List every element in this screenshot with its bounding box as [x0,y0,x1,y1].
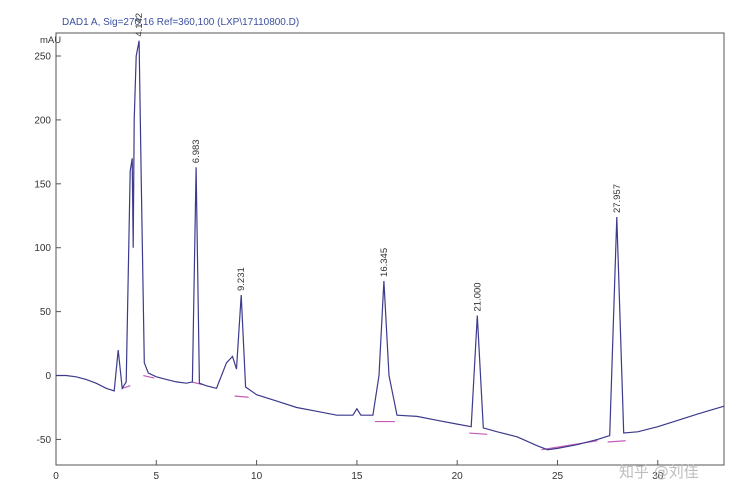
peak-label: 4.142 [134,13,145,37]
y-tick-label: -50 [37,435,52,446]
x-axis-ticks: 0 5 10 15 20 25 30 [53,460,664,482]
baseline-segment [122,385,131,389]
y-tick-label: 100 [34,243,51,254]
y-tick-label: 50 [40,307,52,318]
peak-label: 21.000 [472,282,483,311]
signal-trace [56,40,725,451]
baseline-segment [607,440,626,443]
peak-label: 6.983 [191,139,202,163]
baseline-segment [234,395,249,398]
x-tick-label: 20 [452,471,464,482]
baseline-segment [143,374,155,379]
integration-baselines [122,374,626,451]
watermark-text: 知乎 @刘佳 [619,463,699,481]
x-tick-label: 0 [53,471,59,482]
peak-label: 16.345 [379,248,390,277]
peak-labels: 4.142 6.983 9.231 16.345 21.000 27.957 [134,13,623,312]
y-tick-label: 150 [34,179,51,190]
y-axis-unit-label: mAU [40,35,61,46]
y-axis-ticks: -50 0 50 100 150 200 250 [34,52,61,446]
peak-label: 9.231 [236,267,247,291]
x-tick-label: 15 [351,471,363,482]
x-tick-label: 5 [154,471,160,482]
y-tick-label: 200 [34,115,51,126]
y-tick-label: 250 [34,52,51,63]
x-tick-label: 25 [552,471,564,482]
chart-title: DAD1 A, Sig=270,16 Ref=360,100 (LXP\1711… [62,17,299,28]
baseline-segment [469,432,488,435]
plot-frame [55,32,725,466]
x-tick-label: 30 [652,471,664,482]
peak-label: 27.957 [612,184,623,213]
x-tick-label: 10 [251,471,263,482]
y-tick-label: 0 [45,371,51,382]
